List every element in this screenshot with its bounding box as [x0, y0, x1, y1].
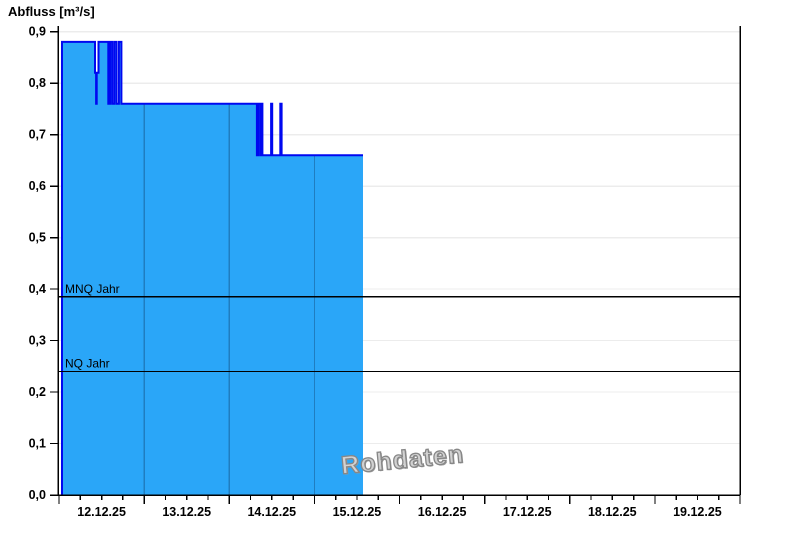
y-tick-label: 0,7: [29, 128, 46, 142]
y-tick-label: 0,6: [29, 179, 46, 193]
discharge-line: [61, 40, 363, 495]
y-tick-label: 0,8: [29, 76, 46, 90]
y-tick-label: 0,3: [29, 334, 46, 348]
y-tick-label: 0,4: [29, 282, 46, 296]
x-day-label: 12.12.25: [77, 505, 126, 519]
discharge-area: [62, 41, 363, 496]
x-day-label: 15.12.25: [333, 505, 382, 519]
x-day-label: 14.12.25: [247, 505, 296, 519]
x-day-label: 16.12.25: [418, 505, 467, 519]
x-day-label: 17.12.25: [503, 505, 552, 519]
reference-line-label-0: MNQ Jahr: [65, 282, 120, 296]
y-tick-label: 0,0: [29, 488, 46, 502]
y-tick-label: 0,9: [29, 25, 46, 39]
x-axis-ticks: [58, 495, 741, 504]
x-day-label: 18.12.25: [588, 505, 637, 519]
y-axis-ticks: [50, 30, 58, 496]
reference-line-label-1: NQ Jahr: [65, 356, 110, 370]
y-tick-label: 0,2: [29, 385, 46, 399]
x-day-label: 19.12.25: [673, 505, 722, 519]
chart-title: Abfluss [m³/s]: [8, 4, 95, 19]
y-tick-label: 0,5: [29, 231, 46, 245]
x-day-label: 13.12.25: [162, 505, 211, 519]
y-tick-label: 0,1: [29, 437, 46, 451]
